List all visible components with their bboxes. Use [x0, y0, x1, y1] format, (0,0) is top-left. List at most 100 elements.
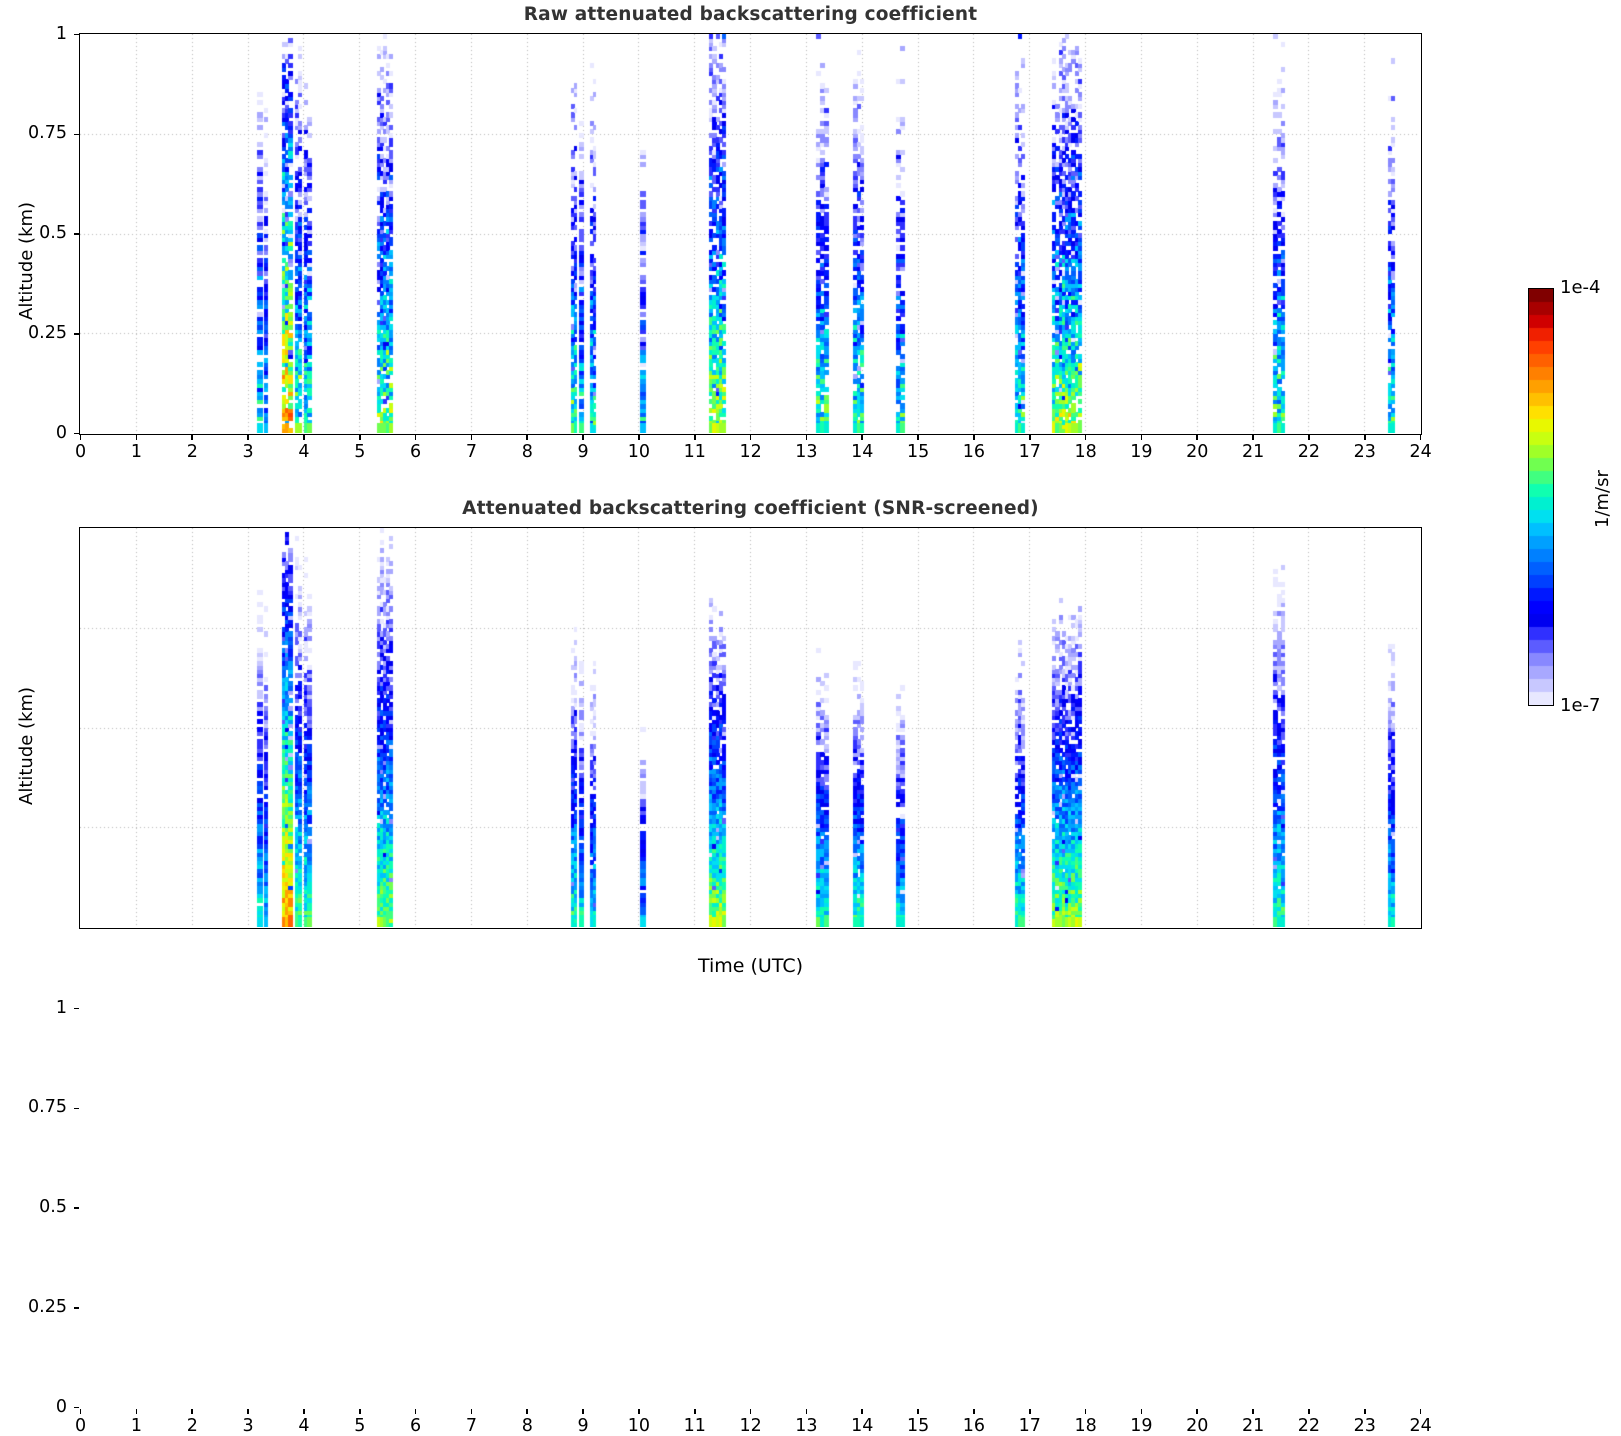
y-tick-label: 0.25 [28, 1296, 67, 1317]
x-tickmark [1419, 1409, 1422, 1414]
x-tickmark [1084, 435, 1087, 440]
y-tickmark [74, 1007, 79, 1010]
x-tickmark [917, 435, 919, 440]
x-tickmark [1084, 1409, 1087, 1414]
y-tick-label: 1 [55, 23, 67, 44]
x-tick-label: 20 [1186, 1416, 1209, 1436]
x-tick-label: 7 [465, 1416, 477, 1436]
x-tickmark [1252, 1409, 1254, 1414]
x-tick-label: 17 [1018, 442, 1041, 462]
y-tick-label: 0.25 [28, 322, 67, 343]
x-tickmark [79, 1409, 82, 1414]
x-tickmark [135, 1409, 138, 1414]
x-tickmark [1196, 1409, 1199, 1414]
y-tickmark [74, 333, 79, 335]
x-tickmark [805, 435, 808, 440]
x-tick-label: 17 [1018, 1416, 1041, 1436]
colorbar-label: 1/m/sr [1592, 470, 1613, 528]
x-tick-label: 12 [739, 442, 762, 462]
x-tickmark [1419, 435, 1422, 440]
x-tickmark [1140, 1409, 1143, 1414]
x-tickmark [1308, 435, 1310, 440]
x-tick-label: 7 [465, 442, 477, 462]
x-tick-label: 0 [75, 442, 87, 462]
x-tickmark [247, 435, 249, 440]
x-tick-label: 11 [683, 442, 706, 462]
x-tick-label: 22 [1297, 442, 1321, 462]
x-tickmark [303, 1409, 305, 1414]
x-tick-label: 3 [242, 1416, 254, 1436]
x-tickmark [1252, 435, 1254, 440]
panel-screened-title: Attenuated backscattering coefficient (S… [462, 498, 1039, 519]
x-tick-label: 20 [1186, 442, 1209, 462]
panel-raw-axes [79, 33, 1422, 435]
x-tickmark [917, 1409, 919, 1414]
x-tick-label: 8 [521, 442, 533, 462]
x-tickmark [79, 435, 82, 440]
panel-raw-title: Raw attenuated backscattering coefficien… [523, 4, 978, 25]
x-tick-label: 6 [410, 1416, 422, 1436]
y-tickmark [74, 33, 79, 36]
x-tick-label: 14 [851, 1416, 874, 1436]
x-tickmark [414, 435, 417, 440]
x-tick-label: 16 [962, 1416, 986, 1436]
x-tickmark [303, 435, 305, 440]
panel-screened-ylabel: Altitude (km) [16, 686, 37, 805]
x-tick-label: 18 [1074, 442, 1097, 462]
y-tickmark [74, 1207, 79, 1209]
x-tick-label: 1 [130, 1416, 142, 1436]
x-tickmark [1028, 435, 1031, 440]
x-tickmark [1363, 1409, 1366, 1414]
x-tickmark [749, 1409, 752, 1414]
y-tick-label: 0 [55, 1396, 67, 1417]
colorbar-gradient [1528, 288, 1554, 706]
x-tick-label: 10 [627, 442, 651, 462]
x-tick-label: 2 [186, 442, 198, 462]
x-tickmark [693, 1409, 696, 1414]
x-tickmark [805, 1409, 808, 1414]
x-tickmark [861, 435, 864, 440]
y-tick-label: 0.75 [28, 1097, 67, 1118]
x-tickmark [582, 1409, 584, 1414]
x-tick-label: 14 [851, 442, 874, 462]
panel-screened-xlabel: Time (UTC) [697, 955, 804, 977]
y-tickmark [74, 133, 79, 136]
x-tick-label: 1 [130, 442, 142, 462]
x-tickmark [1196, 435, 1199, 440]
x-tickmark [1140, 435, 1143, 440]
y-tick-label: 0.5 [39, 223, 67, 244]
x-tick-label: 13 [795, 442, 818, 462]
x-tick-label: 4 [298, 1416, 310, 1436]
x-tickmark [358, 1409, 361, 1414]
x-tick-label: 16 [962, 442, 986, 462]
x-tickmark [638, 435, 640, 440]
panel-raw: Raw attenuated backscattering coefficien… [0, 0, 1621, 480]
x-tick-label: 13 [795, 1416, 818, 1436]
x-tick-label: 3 [242, 442, 254, 462]
x-tick-label: 5 [354, 442, 366, 462]
x-tickmark [638, 1409, 640, 1414]
y-tickmark [74, 1107, 79, 1110]
x-tick-label: 21 [1241, 442, 1265, 462]
x-tickmark [135, 435, 138, 440]
y-tickmark [74, 1406, 79, 1409]
y-tick-label: 0.75 [28, 123, 67, 144]
x-tickmark [1028, 1409, 1031, 1414]
colorbar-tick-min: 1e-7 [1560, 695, 1601, 716]
x-tickmark [414, 1409, 417, 1414]
x-tick-label: 11 [683, 1416, 706, 1436]
panel-screened-heatmap [80, 528, 1420, 927]
colorbar-canvas [1529, 289, 1553, 705]
x-tickmark [191, 435, 194, 440]
colorbar: 1e-4 1e-7 1/m/sr [1500, 270, 1621, 730]
y-tickmark [74, 432, 79, 435]
x-tick-label: 23 [1353, 1416, 1376, 1436]
x-tickmark [526, 435, 529, 440]
x-tickmark [973, 1409, 975, 1414]
panel-raw-heatmap [80, 34, 1420, 433]
x-tick-label: 23 [1353, 442, 1376, 462]
x-tickmark [973, 435, 975, 440]
x-tick-label: 15 [906, 442, 930, 462]
x-tickmark [247, 1409, 249, 1414]
